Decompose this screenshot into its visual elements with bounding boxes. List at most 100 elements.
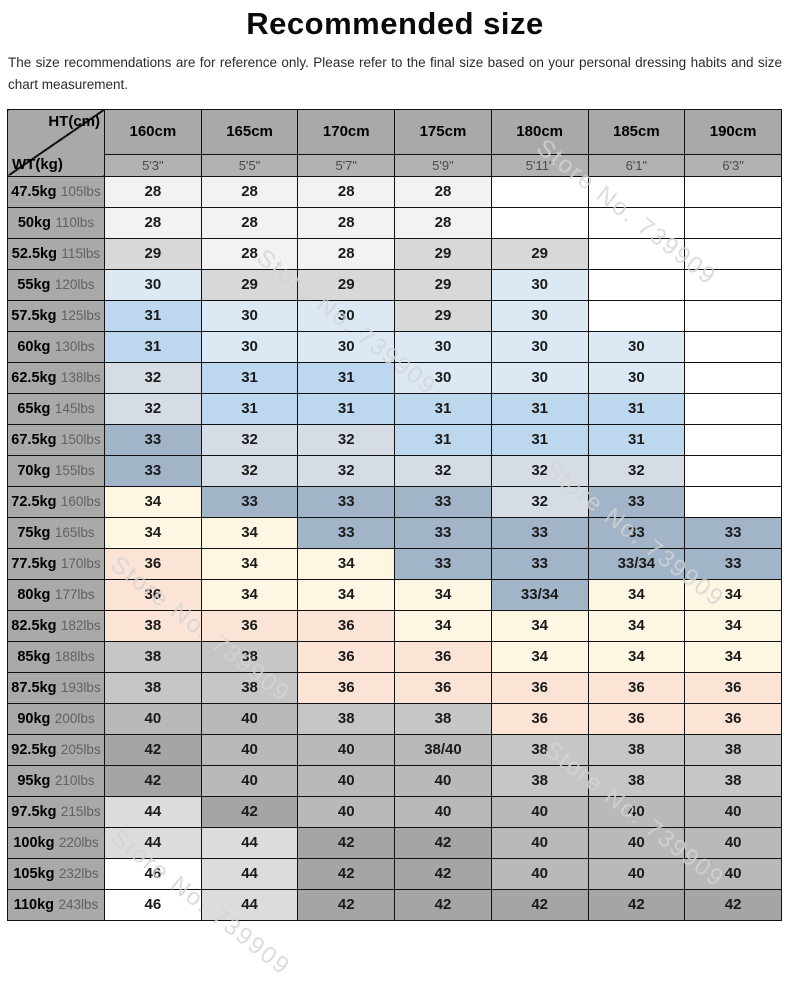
height-cm-header: 185cm [587, 108, 686, 155]
size-cell: 32 [104, 361, 202, 394]
size-cell: 34 [587, 609, 686, 642]
size-cell: 36 [684, 702, 782, 735]
size-cell: 33/34 [490, 578, 589, 611]
size-cell [684, 485, 782, 518]
table-row: 62.5kg 138lbs 32 31 31 30 30 30 [7, 361, 782, 394]
height-cm-header: 165cm [200, 108, 299, 155]
size-cell: 29 [394, 299, 492, 332]
size-cell: 40 [587, 826, 686, 859]
height-ft-header: 5'7" [297, 153, 396, 177]
size-cell: 29 [490, 237, 589, 270]
table-row: 55kg 120lbs 30 29 29 29 30 [7, 268, 782, 301]
size-cell: 42 [297, 857, 396, 890]
size-cell: 34 [394, 609, 492, 642]
size-cell: 33 [394, 485, 492, 518]
size-cell: 40 [297, 733, 396, 766]
size-cell: 31 [587, 423, 686, 456]
size-cell: 30 [490, 330, 589, 363]
table-row: 110kg 243lbs 46 44 42 42 42 42 42 [7, 888, 782, 921]
size-cell: 40 [200, 764, 299, 797]
table-row: 65kg 145lbs 32 31 31 31 31 31 [7, 392, 782, 425]
weight-kg: 82.5kg [11, 617, 57, 634]
size-cell: 38 [684, 733, 782, 766]
size-cell: 42 [297, 826, 396, 859]
size-cell: 36 [394, 640, 492, 673]
size-cell: 38/40 [394, 733, 492, 766]
size-cell: 40 [490, 857, 589, 890]
size-cell: 38 [104, 609, 202, 642]
table-row: 47.5kg 105lbs 28 28 28 28 [7, 175, 782, 208]
size-cell: 30 [490, 268, 589, 301]
weight-axis-label: WT(kg) [12, 155, 63, 173]
size-cell: 40 [490, 795, 589, 828]
size-cell: 32 [200, 454, 299, 487]
size-cell: 30 [200, 299, 299, 332]
weight-lbs: 170lbs [60, 555, 101, 571]
weight-kg: 77.5kg [11, 555, 57, 572]
size-cell: 34 [200, 578, 299, 611]
size-cell: 29 [394, 237, 492, 270]
weight-lbs: 130lbs [54, 338, 95, 354]
size-cell: 36 [104, 547, 202, 580]
page: { "title": "Recommended size", "subtitle… [0, 6, 790, 981]
size-cell: 30 [394, 361, 492, 394]
weight-kg: 60kg [17, 338, 51, 355]
size-cell: 36 [297, 609, 396, 642]
weight-kg: 50kg [17, 214, 51, 231]
weight-kg: 72.5kg [11, 493, 57, 510]
size-cell: 30 [587, 330, 686, 363]
size-cell: 42 [394, 888, 492, 921]
size-cell: 28 [200, 237, 299, 270]
size-cell [587, 206, 686, 239]
table-row: 105kg 232lbs 46 44 42 42 40 40 40 [7, 857, 782, 890]
size-cell: 34 [587, 640, 686, 673]
size-cell: 36 [200, 609, 299, 642]
size-cell: 31 [490, 392, 589, 425]
size-cell: 31 [200, 392, 299, 425]
weight-kg: 100kg [13, 834, 55, 851]
weight-lbs: 105lbs [60, 183, 101, 199]
size-cell: 30 [104, 268, 202, 301]
size-cell: 38 [104, 671, 202, 704]
weight-kg: 87.5kg [11, 679, 57, 696]
weight-label: 90kg 200lbs [7, 702, 105, 735]
size-cell: 44 [200, 857, 299, 890]
size-cell: 32 [104, 392, 202, 425]
size-cell [684, 423, 782, 456]
size-cell: 38 [297, 702, 396, 735]
size-cell [684, 361, 782, 394]
weight-lbs: 150lbs [60, 431, 101, 447]
weight-lbs: 165lbs [54, 524, 95, 540]
table-row: 67.5kg 150lbs 33 32 32 31 31 31 [7, 423, 782, 456]
header-row-ft: 5'3" 5'5" 5'7" 5'9" 5'11" 6'1" 6'3" [8, 153, 782, 177]
height-ft-header: 5'9" [394, 153, 492, 177]
size-cell [684, 330, 782, 363]
size-cell: 38 [104, 640, 202, 673]
size-cell [587, 237, 686, 270]
weight-lbs: 155lbs [54, 462, 95, 478]
size-cell: 33 [297, 516, 396, 549]
size-cell: 32 [490, 454, 589, 487]
size-cell: 28 [394, 206, 492, 239]
size-cell: 38 [490, 733, 589, 766]
table-row: 60kg 130lbs 31 30 30 30 30 30 [7, 330, 782, 363]
weight-lbs: 205lbs [60, 741, 101, 757]
weight-label: 87.5kg 193lbs [7, 671, 105, 704]
table-row: 57.5kg 125lbs 31 30 30 29 30 [7, 299, 782, 332]
size-cell: 32 [297, 423, 396, 456]
table-row: 52.5kg 115lbs 29 28 28 29 29 [7, 237, 782, 270]
size-cell: 40 [394, 795, 492, 828]
size-cell: 38 [200, 671, 299, 704]
size-cell: 33 [587, 516, 686, 549]
size-cell: 31 [104, 299, 202, 332]
size-cell: 42 [297, 888, 396, 921]
size-cell: 42 [394, 857, 492, 890]
table-row: 100kg 220lbs 44 44 42 42 40 40 40 [7, 826, 782, 859]
size-cell: 33 [394, 516, 492, 549]
weight-lbs: 232lbs [58, 865, 99, 881]
size-cell: 30 [200, 330, 299, 363]
size-cell: 44 [104, 826, 202, 859]
height-ft-header: 5'11" [490, 153, 589, 177]
size-cell: 30 [490, 299, 589, 332]
size-cell: 29 [394, 268, 492, 301]
